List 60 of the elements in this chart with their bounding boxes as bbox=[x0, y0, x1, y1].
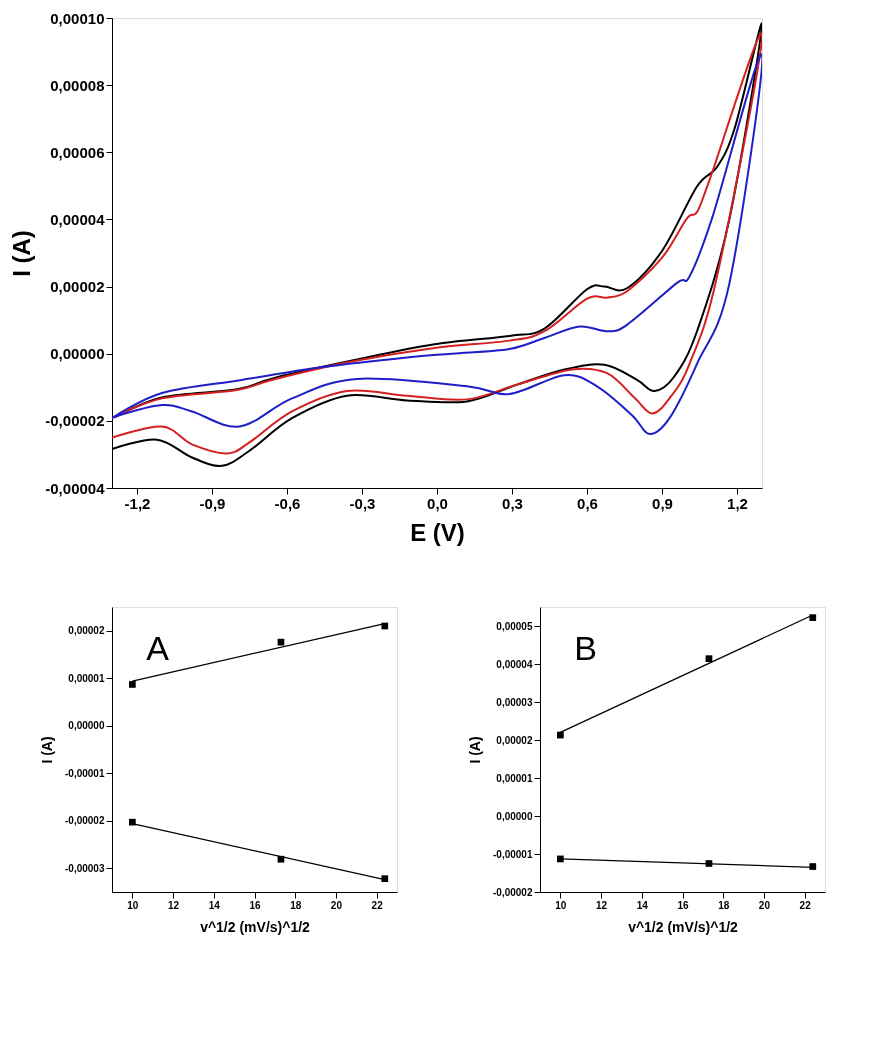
x-tick-label: 18 bbox=[718, 899, 730, 911]
y-tick-label: 0,00002 bbox=[68, 625, 105, 637]
point bbox=[381, 875, 389, 883]
x-axis-title: v^1/2 (mV/s)^1/2 bbox=[200, 918, 311, 935]
y-tick-label: 0,00001 bbox=[68, 672, 105, 684]
x-tick-label: 0,6 bbox=[577, 494, 598, 512]
y-tick-label: 0,00003 bbox=[496, 696, 533, 708]
y-tick-label: -0,00003 bbox=[65, 862, 105, 874]
x-tick-label: 12 bbox=[596, 899, 608, 911]
x-tick-label: 0,3 bbox=[502, 494, 523, 512]
x-tick-label: 0,9 bbox=[652, 494, 673, 512]
x-tick-label: -0,9 bbox=[199, 494, 226, 512]
annotation: B bbox=[574, 628, 597, 667]
x-tick-label: 20 bbox=[758, 899, 771, 911]
point bbox=[809, 614, 817, 621]
y-axis-title: I (A) bbox=[39, 736, 56, 764]
point bbox=[705, 655, 713, 663]
point bbox=[129, 818, 136, 826]
y-tick-label: 0,00002 bbox=[50, 278, 105, 296]
x-tick-label: 1,2 bbox=[727, 494, 748, 512]
x-tick-label: 16 bbox=[249, 899, 261, 911]
x-axis-title: v^1/2 (mV/s)^1/2 bbox=[628, 918, 739, 935]
x-tick-label: -1,2 bbox=[124, 494, 151, 512]
y-axis-title: I (A) bbox=[8, 230, 36, 277]
x-tick-label: 16 bbox=[677, 899, 689, 911]
y-tick-label: -0,00002 bbox=[65, 815, 105, 827]
x-tick-label: 22 bbox=[799, 899, 812, 911]
y-tick-label: 0,00000 bbox=[50, 345, 105, 363]
y-tick-label: -0,00002 bbox=[493, 886, 533, 898]
x-axis-title: E (V) bbox=[410, 518, 465, 546]
y-tick-label: -0,00001 bbox=[493, 848, 533, 860]
x-tick-label: 22 bbox=[371, 899, 384, 911]
x-tick-label: 12 bbox=[168, 899, 180, 911]
y-tick-label: 0,00001 bbox=[496, 772, 533, 784]
point bbox=[809, 863, 817, 870]
y-tick-label: 0,00004 bbox=[496, 658, 533, 670]
point bbox=[277, 638, 285, 646]
y-tick-label: 0,00010 bbox=[50, 9, 105, 27]
y-tick-label: -0,00002 bbox=[45, 412, 105, 430]
x-tick-label: 20 bbox=[330, 899, 343, 911]
x-tick-label: 0,0 bbox=[427, 494, 448, 512]
annotation: A bbox=[146, 628, 170, 667]
x-tick-label: -0,6 bbox=[274, 494, 301, 512]
x-tick-label: 14 bbox=[208, 899, 221, 911]
x-tick-label: 10 bbox=[555, 899, 567, 911]
y-tick-label: 0,00004 bbox=[50, 210, 106, 228]
y-tick-label: 0,00006 bbox=[50, 143, 105, 161]
point bbox=[129, 681, 136, 688]
y-tick-label: 0,00002 bbox=[496, 734, 533, 746]
y-tick-label: -0,00004 bbox=[45, 479, 106, 497]
y-tick-label: 0,00008 bbox=[50, 76, 105, 94]
y-tick-label: -0,00001 bbox=[65, 767, 105, 779]
y-tick-label: 0,00005 bbox=[496, 620, 533, 632]
x-tick-label: 10 bbox=[127, 899, 139, 911]
x-tick-label: 18 bbox=[290, 899, 302, 911]
y-tick-label: 0,00000 bbox=[496, 810, 533, 822]
x-tick-label: -0,3 bbox=[349, 494, 376, 512]
y-tick-label: 0,00000 bbox=[68, 720, 105, 732]
x-tick-label: 14 bbox=[636, 899, 649, 911]
y-axis-title: I (A) bbox=[467, 736, 484, 764]
